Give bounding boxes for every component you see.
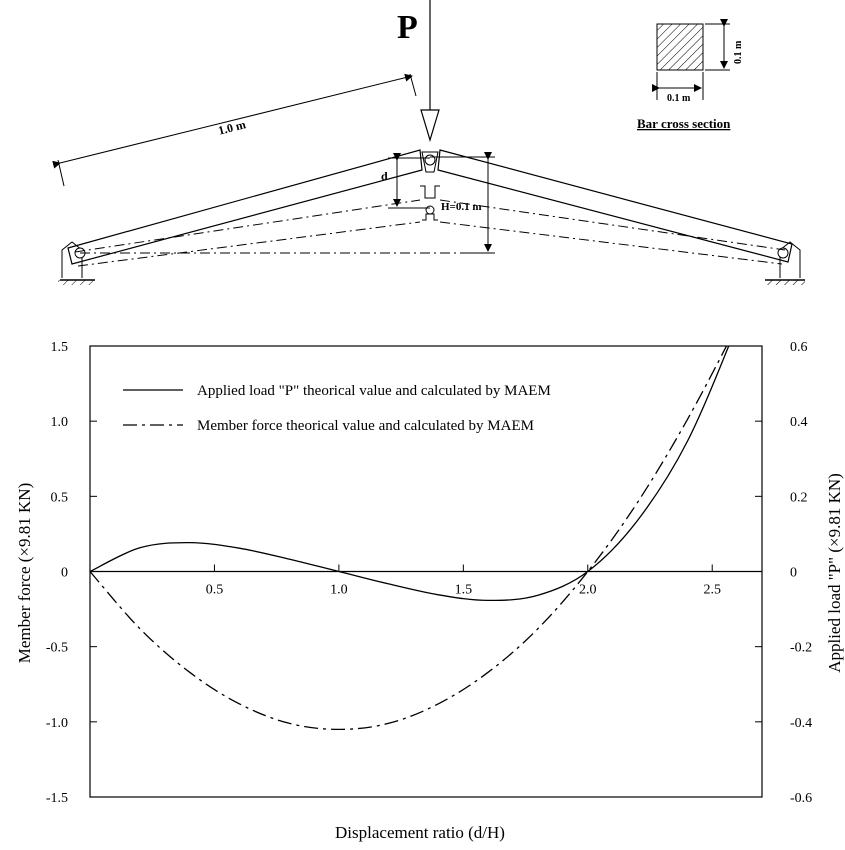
load-label: P [397, 9, 418, 46]
x-tick-label: 0.5 [206, 583, 224, 598]
cross-section [652, 19, 730, 100]
x-tick-label: 1.5 [455, 583, 473, 598]
truss-bars-initial [67, 149, 793, 265]
load-arrow [420, 0, 440, 143]
d-label: d [381, 169, 388, 183]
legend-label-member: Member force theorical value and calcula… [197, 418, 534, 434]
y-tick-label-left: 1.5 [51, 340, 69, 355]
y-axis-label-left: Member force (×9.81 KN) [15, 483, 34, 663]
x-tick-label: 1.0 [330, 583, 348, 598]
y-tick-label-left: -1.5 [46, 791, 68, 806]
y-tick-label-left: -1.0 [46, 716, 68, 731]
x-axis-label: Displacement ratio (d/H) [335, 823, 505, 842]
x-tick-label: 2.0 [579, 583, 597, 598]
y-tick-label-left: -0.5 [46, 641, 68, 656]
series-line-applied-load [90, 346, 730, 602]
series-lines [90, 346, 730, 731]
section-width-label: 0.1 m [667, 93, 691, 104]
y-tick-label-left: 0 [61, 566, 68, 581]
section-caption: Bar cross section [637, 116, 731, 131]
span-label: 1.0 m [217, 117, 248, 137]
series-line-member-force [90, 346, 728, 731]
y-tick-label-right: -0.4 [790, 716, 812, 731]
span-dimension [52, 73, 417, 187]
section-height-label: 0.1 m [733, 40, 744, 64]
apex-hinge [420, 151, 440, 221]
legend-label-load: Applied load "P" theorical value and cal… [197, 383, 551, 399]
d-dimension [388, 153, 430, 209]
h-dimension [430, 152, 495, 254]
right-support [765, 241, 805, 285]
y-tick-label-left: 0.5 [51, 490, 69, 505]
y-tick-label-right: 0.4 [790, 415, 808, 430]
x-tick-label: 2.5 [703, 583, 721, 598]
y-tick-label-right: 0 [790, 566, 797, 581]
truss-bars-deformed [74, 199, 786, 267]
y-tick-label-right: 0.2 [790, 490, 808, 505]
y-tick-label-right: -0.2 [790, 641, 812, 656]
y-axis-label-right: Applied load "P" (×9.81 KN) [825, 473, 844, 673]
legend: Applied load "P" theorical value and cal… [123, 383, 551, 434]
y-tick-label-right: -0.6 [790, 791, 812, 806]
plot-frame [89, 345, 763, 798]
h-label: H=0.1 m [441, 201, 482, 213]
truss-diagram: P 1.0 m d H=0.1 m 0.1 m 0.1 m Bar cross … [52, 0, 805, 285]
axis-ticks: 0.5 1.0 1.5 2.0 2.5 1.5 1.0 0.5 0 -0.5 -1.0 -1.5 0.6… [46, 340, 812, 806]
y-tick-label-right: 0.6 [790, 340, 808, 355]
y-tick-label-left: 1.0 [51, 415, 69, 430]
